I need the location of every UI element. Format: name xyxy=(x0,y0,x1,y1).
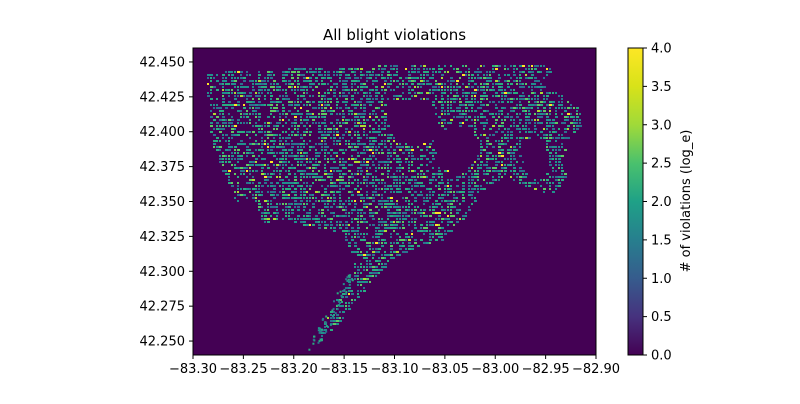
x-tick-label: −83.30 xyxy=(169,362,217,377)
colorbar-tick-label: 0.0 xyxy=(651,349,672,364)
colorbar-axis: 0.0 0.5 1.0 1.5 2.0 2.5 3.0 3.5 4.0 xyxy=(643,42,672,364)
colorbar-tick-label: 2.0 xyxy=(651,195,672,210)
colorbar-tick-label: 4.0 xyxy=(651,42,672,57)
colorbar-tick-label: 1.5 xyxy=(651,233,672,248)
y-tick-label: 42.450 xyxy=(140,55,186,70)
x-tick-label: −83.05 xyxy=(421,362,469,377)
x-tick-label: −83.25 xyxy=(219,362,267,377)
colorbar-tick-label: 3.0 xyxy=(651,118,672,133)
y-tick-label: 42.250 xyxy=(140,335,186,350)
colorbar-tick-label: 2.5 xyxy=(651,157,672,172)
plot-area xyxy=(193,48,596,355)
colorbar-tick-label: 0.5 xyxy=(651,310,672,325)
y-tick-label: 42.325 xyxy=(140,230,186,245)
city-map-layer xyxy=(207,65,582,351)
x-tick-label: −83.00 xyxy=(471,362,519,377)
colorbar-tick-label: 3.5 xyxy=(651,80,672,95)
x-tick-label: −83.10 xyxy=(370,362,418,377)
x-axis: −83.30 −83.25 −83.20 −83.15 −83.10 −83.05 −83.… xyxy=(169,355,620,377)
y-tick-label: 42.400 xyxy=(140,125,186,140)
y-tick-label: 42.350 xyxy=(140,195,186,210)
x-tick-label: −83.20 xyxy=(270,362,318,377)
x-tick-label: −83.15 xyxy=(320,362,368,377)
y-tick-label: 42.375 xyxy=(140,160,186,175)
x-tick-label: −82.90 xyxy=(572,362,620,377)
colorbar-label: # of violations (log_e) xyxy=(679,130,694,273)
x-tick-label: −82.95 xyxy=(522,362,570,377)
y-axis: 42.250 42.275 42.300 42.325 42.350 42.375 42.4… xyxy=(140,55,193,350)
chart-title: All blight violations xyxy=(323,26,466,44)
y-tick-label: 42.275 xyxy=(140,300,186,315)
y-tick-label: 42.300 xyxy=(140,265,186,280)
colorbar xyxy=(627,47,644,356)
colorbar-tick-label: 1.0 xyxy=(651,272,672,287)
y-tick-label: 42.425 xyxy=(140,90,186,105)
